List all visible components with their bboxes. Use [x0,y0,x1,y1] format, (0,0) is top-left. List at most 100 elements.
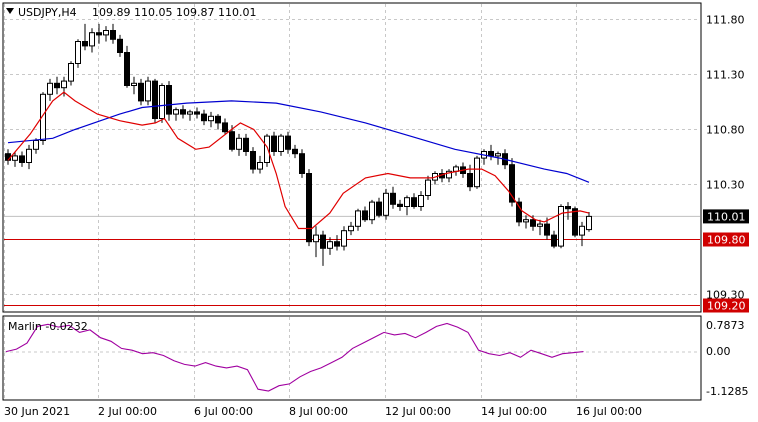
indicator-axis[interactable]: 0.7873 0.00 -1.1285 [706,319,748,398]
price-tick-label: 111.80 [706,14,745,27]
time-label: 12 Jul 00:00 [385,405,451,418]
candle [180,105,186,119]
candle-body [383,192,389,216]
candle [54,76,60,95]
candle [334,235,340,251]
horizontal-levels[interactable] [4,215,700,306]
candle-body [348,225,354,232]
candle [565,202,571,220]
candle-body [19,155,25,163]
candle-body [103,30,109,36]
candle [537,219,543,236]
candle-body [376,201,382,216]
candle-body [12,155,18,161]
candle [369,199,375,225]
candle-body [26,148,32,164]
candle [509,158,515,207]
candle-body [404,197,410,207]
candle-body [516,201,522,223]
candle [579,221,585,247]
candle-body [341,230,347,247]
candle [383,188,389,220]
candle-body [425,179,431,197]
candle [215,114,221,130]
price-axis[interactable]: 111.80 111.30 110.80 110.30 109.30 [706,14,745,302]
candle [390,186,396,209]
candle [243,133,249,156]
time-label: 14 Jul 00:00 [481,405,547,418]
candle-body [194,111,200,115]
candle-body [586,215,592,231]
candle [425,175,431,200]
candle [257,155,263,174]
candle-body [82,41,88,47]
candle [558,204,564,249]
candle [12,151,18,167]
candle-body [285,135,291,150]
indicator-tick-label: 0.00 [706,345,731,358]
time-axis[interactable]: 30 Jun 2021 2 Jul 00:00 6 Jul 00:00 8 Ju… [4,405,642,418]
level-price-label: 109.80 [707,234,746,247]
candle-body [495,153,501,157]
candle [208,111,214,128]
candle-body [229,131,235,150]
candle-body [572,208,578,236]
candle [306,169,312,247]
candle-body [313,234,319,243]
candle-body [110,30,116,40]
candle-body [166,85,172,115]
candle-body [236,137,242,150]
candle [474,155,480,189]
candle [222,118,228,134]
candle-body [47,82,53,95]
candle-body [131,82,137,87]
candle-body [40,93,46,142]
candle-body [509,164,515,203]
candle [26,144,32,170]
candle-body [523,219,529,223]
current-price-tag: 110.01 [703,209,749,224]
indicator-label: Marlin -0.0232 [8,320,88,333]
candle [159,83,165,123]
candle-body [306,173,312,243]
candle [299,149,305,178]
candle-body [89,32,95,47]
candle [411,193,417,209]
candle-body [124,52,130,86]
candle-body [397,203,403,208]
ohlc-quote: 109.89 110.05 109.87 110.01 [92,6,256,19]
time-label: 16 Jul 00:00 [576,405,642,418]
candle [264,133,270,167]
candle [327,237,333,255]
candle [355,208,361,231]
candle-body [327,241,333,249]
level-tag-2: 109.20 [703,298,749,313]
price-grid [4,4,700,311]
candle [348,221,354,236]
candle [292,144,298,159]
candle-body [187,111,193,115]
candle [103,26,109,42]
candle-body [208,115,214,122]
candle-body [488,151,494,157]
price-pane[interactable] [2,2,702,313]
candle [152,78,158,123]
indicator-pane[interactable] [2,315,702,401]
candle-body [271,135,277,153]
candle-body [138,82,144,102]
candle-body [334,241,340,247]
candle-body [5,153,11,161]
candle [523,215,529,229]
candle [145,76,151,106]
triangle-down-icon[interactable] [6,8,14,14]
candle [404,195,410,216]
candle [201,109,207,126]
candle-body [530,219,536,227]
candle [19,151,25,167]
candle [96,23,102,44]
candle-body [446,170,452,179]
candle [313,226,319,258]
time-label: 8 Jul 00:00 [289,405,348,418]
candle-body [173,109,179,115]
